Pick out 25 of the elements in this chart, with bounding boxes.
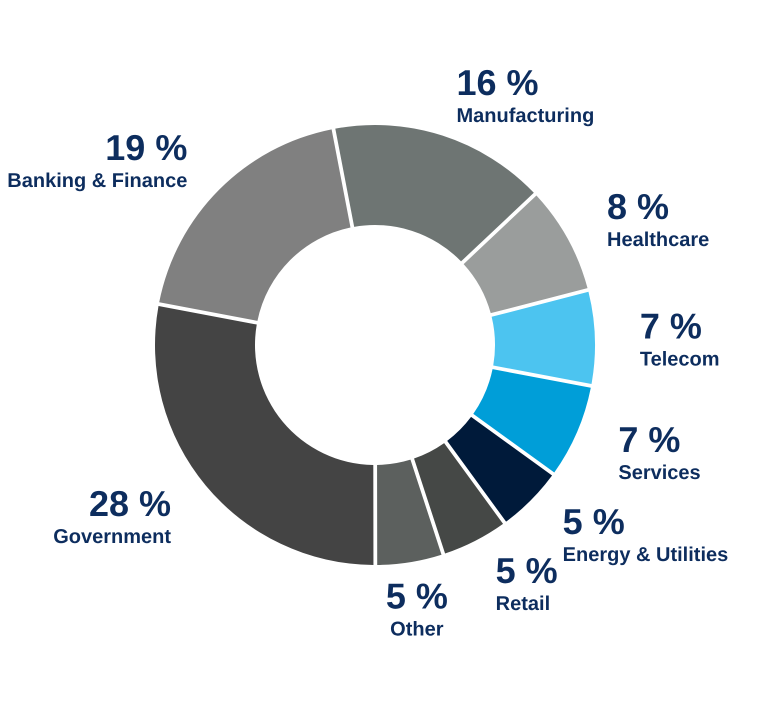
data-label: 28 %: [89, 483, 172, 524]
slice-label: Government: [53, 526, 172, 548]
donut-slice: [473, 369, 591, 473]
data-label: 7 %: [618, 418, 680, 460]
slice-label: Telecom: [640, 348, 720, 370]
donut-slice: [464, 196, 588, 314]
donut-slice: [447, 416, 552, 522]
donut-slice: [492, 292, 595, 384]
slice-label: Other: [390, 618, 444, 641]
slice-label: Services: [618, 462, 701, 484]
donut-slice: [377, 460, 442, 565]
data-label: 7 %: [640, 305, 702, 346]
donut-slice: [335, 125, 534, 262]
data-label: 8 %: [607, 186, 670, 227]
slice-label: Banking & Finance: [7, 170, 188, 192]
donut-slice: [414, 443, 504, 554]
data-label: 5 %: [386, 576, 448, 617]
data-label: 5 %: [562, 501, 625, 542]
data-label: 16 %: [456, 62, 539, 103]
slice-label: Manufacturing: [456, 104, 594, 127]
data-label: 5 %: [496, 550, 558, 591]
slice-label: Retail: [496, 592, 550, 615]
slice-label: Energy & Utilities: [562, 544, 728, 566]
slice-label: Healthcare: [607, 228, 710, 251]
data-label: 19 %: [105, 126, 188, 168]
